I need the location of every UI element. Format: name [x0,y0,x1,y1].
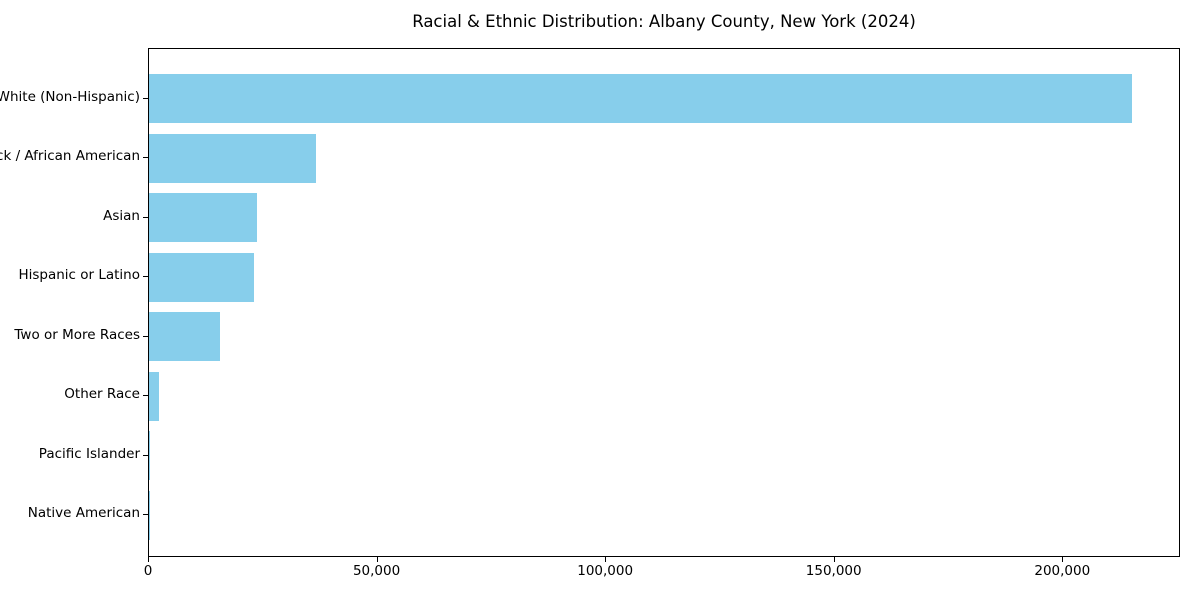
y-tick-mark [143,395,148,397]
x-tick-mark [148,557,149,562]
x-tick-label: 100,000 [577,563,634,579]
bar-two-or-more-races [149,312,220,362]
y-category-label: Native American [27,505,140,522]
y-category-label: White (Non-Hispanic) [0,88,140,105]
x-tick-label: 50,000 [352,563,401,579]
x-tick-label: 200,000 [1034,563,1091,579]
bar-black-african-american [149,133,317,183]
y-category-label: Pacific Islander [38,445,140,462]
x-tick-mark [1062,557,1064,562]
y-category-label: Hispanic or Latino [18,267,140,284]
y-category-label: Black / African American [0,148,140,165]
bar-white-non-hispanic [149,74,1132,123]
y-tick-mark [143,454,148,456]
bar-hispanic-or-latino [149,252,255,302]
x-tick-mark [376,557,378,562]
y-category-label: Asian [103,207,140,224]
y-category-label: Other Race [64,386,140,403]
plot-area [148,48,1180,557]
x-tick-label: 150,000 [805,563,862,579]
y-tick-mark [143,335,148,337]
y-tick-mark [143,157,148,159]
y-tick-mark [143,216,148,218]
y-tick-mark [143,276,148,278]
x-tick-mark [833,557,835,562]
y-tick-mark [143,97,148,99]
x-tick-mark [605,557,607,562]
x-tick-label: 0 [143,563,153,579]
y-category-label: Two or More Races [14,326,140,343]
y-tick-mark [143,514,148,516]
bar-asian [149,193,257,243]
bar-pacific-islander [149,431,150,481]
bar-other-race [149,371,160,421]
chart-title: Racial & Ethnic Distribution: Albany Cou… [412,12,916,31]
